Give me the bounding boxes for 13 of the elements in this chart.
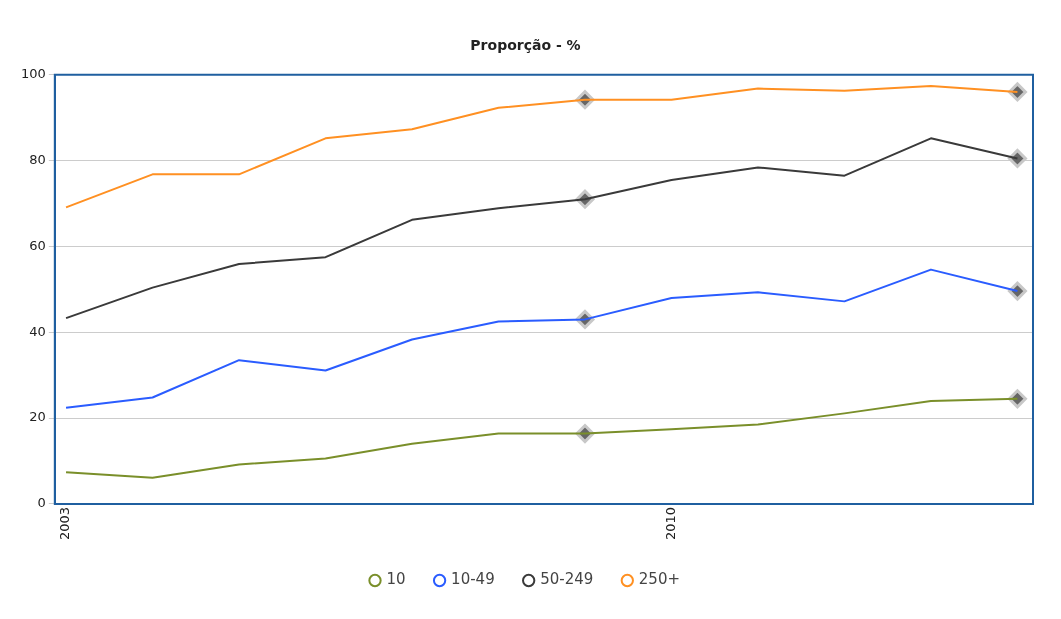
- legend-label: 250+: [638, 570, 681, 589]
- legend-label: 10: [386, 570, 406, 589]
- legend-label: 10-49: [451, 570, 495, 589]
- y-tick-label: 20: [29, 409, 46, 425]
- y-tick-label: 100: [20, 66, 46, 82]
- x-tick-label: 2010: [662, 506, 678, 541]
- y-tick-label: 40: [29, 323, 46, 339]
- legend-label: 50-249: [540, 570, 594, 589]
- y-tick-label: 80: [29, 152, 46, 167]
- chart-title: Proporção - %: [470, 37, 581, 54]
- y-tick-label: 0: [37, 495, 46, 511]
- x-tick-label: 2003: [57, 506, 73, 541]
- y-tick-label: 60: [29, 237, 46, 253]
